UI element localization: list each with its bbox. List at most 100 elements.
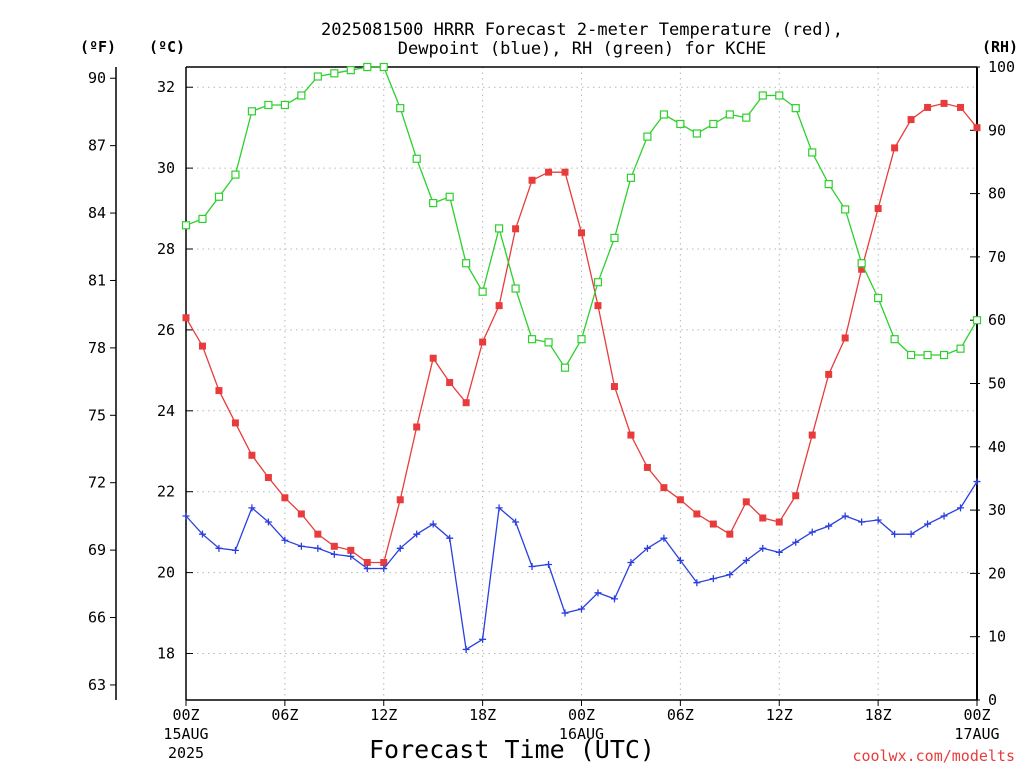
data-point xyxy=(709,119,718,129)
data-point xyxy=(858,518,866,526)
data-point xyxy=(792,492,800,500)
data-point xyxy=(726,530,734,538)
data-point xyxy=(775,548,783,556)
source-credit: coolwx.com/modelts xyxy=(852,747,1015,765)
data-point xyxy=(280,100,289,110)
data-point xyxy=(874,205,882,213)
celsius-tick-label: 22 xyxy=(157,483,175,501)
data-point xyxy=(182,314,190,322)
data-point xyxy=(742,113,751,122)
data-point xyxy=(924,520,932,528)
x-axis-title: Forecast Time (UTC) xyxy=(369,735,655,764)
data-point xyxy=(512,225,520,233)
data-point xyxy=(874,293,883,303)
data-point xyxy=(446,534,454,542)
data-point xyxy=(248,451,256,459)
data-point xyxy=(429,198,438,208)
data-point xyxy=(676,119,685,129)
data-point xyxy=(742,556,750,564)
data-point xyxy=(379,62,388,72)
data-point xyxy=(396,104,405,113)
data-point xyxy=(215,544,223,552)
fahrenheit-axis-unit: (ºF) xyxy=(80,38,116,56)
celsius-tick-label: 26 xyxy=(157,321,175,339)
rh-tick-label: 80 xyxy=(988,185,1006,203)
chart-title-line-2: Dewpoint (blue), RH (green) for KCHE xyxy=(398,39,766,59)
data-point xyxy=(248,504,256,512)
data-point xyxy=(198,214,207,224)
rh-axis-unit: (RH) xyxy=(982,38,1018,56)
data-point xyxy=(627,431,635,439)
fahrenheit-tick-label: 84 xyxy=(88,204,106,222)
data-point xyxy=(528,176,536,184)
data-point xyxy=(973,478,981,486)
data-point xyxy=(363,565,371,573)
data-point xyxy=(462,645,470,653)
data-point xyxy=(643,132,652,141)
fahrenheit-tick-label: 78 xyxy=(88,339,106,357)
data-point xyxy=(957,504,965,512)
fahrenheit-tick-label: 72 xyxy=(88,474,106,492)
data-point xyxy=(181,221,191,230)
fahrenheit-tick-label: 66 xyxy=(88,609,106,627)
fahrenheit-tick-label: 75 xyxy=(88,406,106,424)
data-point xyxy=(791,104,800,113)
data-point xyxy=(413,530,421,538)
data-point xyxy=(445,192,454,201)
x-tick-label: 18Z xyxy=(469,706,496,724)
data-point xyxy=(939,350,949,360)
axes: 63 66 69 72 75 78 81 84 87 90 18 20 22 24 26 28 30 32 0 10 2… xyxy=(88,58,1015,762)
data-point xyxy=(759,544,767,552)
rh-tick-label: 60 xyxy=(988,311,1006,329)
data-point xyxy=(594,589,602,597)
rh-tick-label: 0 xyxy=(988,691,997,709)
data-point xyxy=(841,512,849,520)
data-point xyxy=(973,124,981,132)
x-tick-label: 12Z xyxy=(370,706,397,724)
data-point xyxy=(890,335,899,344)
fahrenheit-tick-label: 69 xyxy=(88,541,106,559)
data-point xyxy=(198,530,206,538)
data-point xyxy=(857,259,866,268)
series-layer xyxy=(181,62,982,653)
data-point xyxy=(380,565,388,573)
data-point xyxy=(692,129,701,138)
data-point xyxy=(808,431,816,439)
data-point xyxy=(462,259,471,268)
data-point xyxy=(528,563,536,571)
x-tick-label: 17AUG xyxy=(954,725,999,743)
data-point xyxy=(972,316,982,325)
x-tick-label: 00Z xyxy=(963,706,990,724)
data-point xyxy=(593,278,603,287)
rh-tick-label: 30 xyxy=(988,501,1006,519)
x-tick-label: 18Z xyxy=(865,706,892,724)
rh-tick-label: 40 xyxy=(988,438,1006,456)
data-point xyxy=(330,550,338,558)
data-point xyxy=(264,474,272,482)
data-point xyxy=(891,530,899,538)
data-point xyxy=(594,302,602,310)
data-point xyxy=(610,233,619,243)
data-point xyxy=(825,522,833,530)
data-point xyxy=(907,116,915,124)
data-point xyxy=(545,168,553,176)
data-point xyxy=(924,103,932,111)
celsius-tick-label: 28 xyxy=(157,240,175,258)
data-point xyxy=(824,180,833,189)
series-dewpoint xyxy=(182,478,981,653)
data-point xyxy=(561,168,569,176)
data-point xyxy=(527,335,537,344)
data-point xyxy=(313,72,322,81)
data-point xyxy=(560,363,570,372)
data-point xyxy=(709,520,717,528)
data-point xyxy=(297,542,305,550)
chart-title-line-1: 2025081500 HRRR Forecast 2-meter Tempera… xyxy=(321,20,843,40)
data-point xyxy=(281,494,289,502)
celsius-tick-label: 32 xyxy=(157,78,175,96)
fahrenheit-tick-label: 81 xyxy=(88,271,106,289)
celsius-tick-label: 18 xyxy=(157,644,175,662)
data-point xyxy=(891,144,899,152)
data-point xyxy=(676,556,684,564)
data-point xyxy=(429,354,437,362)
